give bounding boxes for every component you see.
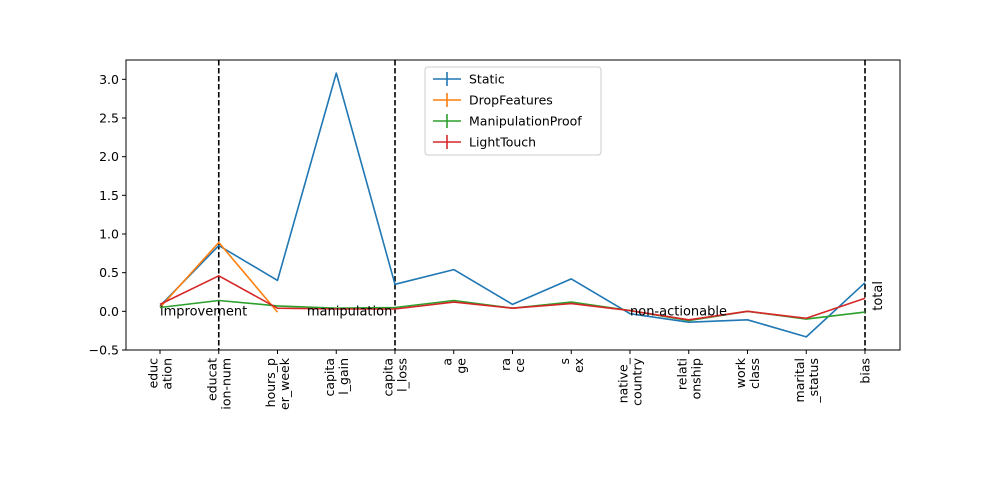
- y-tick-label: 2.0: [99, 149, 119, 164]
- y-tick-label: 0.0: [99, 304, 119, 319]
- legend-label: ManipulationProof: [469, 114, 582, 129]
- x-tick-label: ce: [512, 358, 527, 373]
- x-tick-label: _status: [806, 358, 821, 404]
- legend-label: LightTouch: [469, 135, 536, 150]
- x-tick-label: l_loss: [395, 358, 410, 392]
- x-tick-label: educat: [204, 358, 219, 401]
- y-axis: −0.5 0.0 0.5 1.0 1.5 2.0 2.5 3.0: [89, 72, 126, 358]
- annotation-label: manipulation: [307, 304, 392, 319]
- y-tick-label: 1.0: [99, 227, 119, 242]
- separator-lines: [217, 60, 866, 350]
- y-tick-label: 2.5: [99, 111, 119, 126]
- series-line-lighttouch: [159, 274, 866, 321]
- x-tick-label: onship: [688, 358, 703, 399]
- annotation-label: total: [871, 281, 886, 311]
- x-tick-label: relati: [674, 358, 689, 390]
- x-tick-label: ion-num: [218, 358, 233, 410]
- x-tick-label: ex: [571, 358, 586, 373]
- x-tick-label: l_gain: [336, 358, 351, 395]
- x-tick-label: ation: [160, 358, 175, 390]
- annotations: improvement manipulation non-actionable tot…: [160, 281, 886, 319]
- y-tick-label: 1.5: [99, 188, 119, 203]
- y-tick-label: 0.5: [99, 265, 119, 280]
- legend: Static DropFeatures ManipulationProof Light…: [424, 66, 602, 156]
- x-tick-label: capita: [381, 358, 396, 397]
- x-tick-label: s: [557, 358, 572, 365]
- x-tick-label: a: [439, 358, 454, 366]
- x-tick-label: ge: [453, 358, 468, 374]
- legend-label: DropFeatures: [469, 93, 553, 108]
- series-lines: [159, 72, 866, 338]
- x-tick-label: marital: [792, 358, 807, 402]
- x-tick-label: class: [747, 358, 762, 389]
- x-tick-label: er_week: [277, 357, 292, 410]
- annotation-label: non-actionable: [630, 304, 727, 319]
- y-tick-label: 3.0: [99, 72, 119, 87]
- x-tick-label: educ: [146, 358, 161, 389]
- x-axis: educ ation educat ion-num hours_p er_week capi…: [146, 350, 873, 410]
- legend-label: Static: [469, 72, 505, 87]
- x-tick-label: bias: [858, 358, 873, 384]
- x-tick-label: country: [630, 357, 645, 405]
- y-tick-label: −0.5: [89, 343, 119, 358]
- x-tick-label: ra: [498, 358, 513, 371]
- x-tick-label: native_: [616, 357, 631, 403]
- legend-box: [424, 66, 602, 156]
- annotation-label: improvement: [160, 304, 247, 319]
- x-tick-label: hours_p: [263, 358, 278, 407]
- series-line-static: [159, 72, 866, 338]
- series-line-dropfeatures: [159, 241, 279, 313]
- x-tick-label: work: [733, 357, 748, 388]
- x-tick-label: capita: [322, 358, 337, 397]
